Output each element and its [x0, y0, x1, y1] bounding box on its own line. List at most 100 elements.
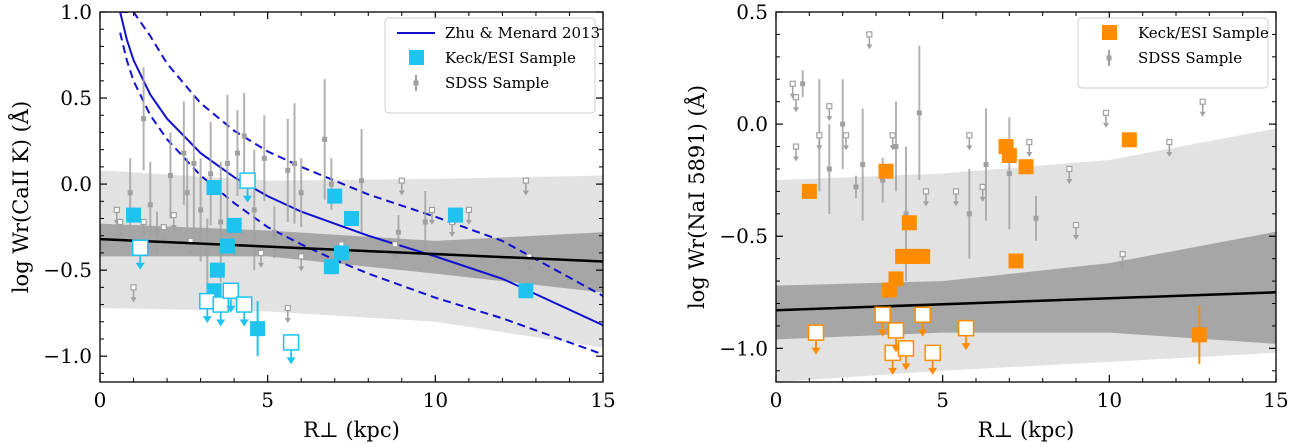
- sdss-limit-point: [952, 188, 960, 195]
- sdss-point: [198, 207, 204, 213]
- sdss-point: [359, 178, 365, 184]
- legend-box: [1077, 17, 1269, 89]
- keck-limit-arrow-head: [243, 195, 253, 203]
- sdss-limit-arrow-head: [140, 231, 147, 237]
- keck-limit-arrow-head: [135, 262, 145, 270]
- keck-point: [801, 183, 817, 199]
- sdss-limit-arrow-head: [465, 219, 472, 225]
- sdss-limit-point: [1072, 221, 1080, 229]
- sdss-point: [208, 171, 214, 177]
- keck-point: [344, 211, 359, 227]
- y-tick-label: 0.5: [60, 86, 92, 110]
- y-tick-label: −0.5: [719, 224, 768, 248]
- sdss-point: [218, 219, 224, 225]
- keck-limit-arrow-head: [216, 319, 226, 327]
- plot-area: [776, 31, 1276, 382]
- sdss-limit-arrow-head: [160, 237, 167, 243]
- keck-limit-arrow-head: [878, 329, 888, 337]
- x-tick-label: 10: [423, 388, 448, 412]
- sdss-limit-point: [170, 211, 177, 219]
- sdss-limit-point: [298, 253, 305, 260]
- keck-limit-point: [957, 319, 975, 337]
- x-tick-label: 5: [261, 388, 274, 412]
- plot-frame: [775, 11, 1277, 383]
- legend-label-sdss: SDSS Sample: [445, 74, 549, 92]
- keck-point: [447, 207, 463, 223]
- sdss-limit-point: [816, 132, 823, 139]
- sdss-limit-point: [117, 218, 124, 226]
- sdss-point: [800, 81, 806, 87]
- sdss-limit-arrow-head: [1166, 152, 1173, 158]
- sdss-limit-arrow-head: [1026, 152, 1033, 158]
- sdss-limit-arrow-head: [1073, 235, 1079, 241]
- keck-limit-arrow-head: [928, 367, 938, 375]
- legend-sdss-swatch: [413, 80, 419, 86]
- sdss-limit-point: [789, 80, 796, 87]
- sdss-point: [916, 110, 922, 116]
- sdss-point: [860, 161, 866, 167]
- sdss-limit-arrow-head: [826, 116, 833, 122]
- sdss-limit-arrow-head: [816, 145, 823, 151]
- x-tick-label: 10: [1097, 388, 1122, 412]
- sdss-limit-point: [1199, 98, 1206, 105]
- fit-line: [100, 237, 603, 263]
- sdss-point: [261, 155, 267, 161]
- keck-point: [1001, 148, 1017, 164]
- sdss-limit-point: [398, 177, 405, 184]
- sdss-point: [880, 177, 886, 183]
- y-tick-label: 0.0: [60, 172, 92, 196]
- sdss-limit-arrow-head: [428, 219, 435, 225]
- sdss-point: [395, 229, 401, 235]
- sdss-limit-arrow-head: [257, 262, 264, 268]
- y-tick-label: 1.0: [60, 0, 92, 24]
- legend-keck-swatch: [1102, 25, 1117, 40]
- sdss-limit-arrow-head: [1103, 122, 1109, 128]
- sdss-point: [204, 250, 210, 256]
- sdss-limit-point: [140, 218, 147, 226]
- x-tick-label: 15: [590, 388, 615, 412]
- sdss-point: [1033, 215, 1039, 221]
- sdss-limit-point: [792, 94, 800, 101]
- keck-point: [888, 271, 904, 287]
- plot-frame: [99, 11, 604, 383]
- sdss-point: [893, 144, 899, 150]
- sdss-point: [322, 136, 328, 142]
- keck-point: [219, 238, 235, 254]
- x-tick-label: 0: [94, 388, 107, 412]
- keck-point: [250, 321, 266, 337]
- sdss-limit-point: [428, 206, 436, 214]
- sdss-limit-point: [522, 177, 529, 184]
- keck-limit-arrow-head: [901, 363, 911, 371]
- sdss-limit-arrow-head: [449, 231, 456, 237]
- sdss-point: [191, 160, 197, 166]
- keck-limit-point: [914, 306, 931, 323]
- sdss-limit-arrow-head: [392, 254, 399, 260]
- sdss-limit-point: [979, 183, 986, 191]
- keck-point: [878, 163, 894, 179]
- sdss-limit-arrow-head: [522, 190, 529, 196]
- sdss-limit-arrow-head: [284, 318, 291, 323]
- sdss-limit-arrow-head: [1199, 111, 1206, 117]
- sdss-limit-point: [257, 249, 265, 257]
- confidence-band-inner: [776, 231, 1276, 344]
- fit-line: [776, 291, 1276, 312]
- keck-limit-arrow-head: [239, 319, 249, 327]
- sdss-limit-arrow-head: [117, 231, 124, 237]
- keck-limit-point: [212, 296, 229, 313]
- y-axis-label: log Wr(NaI 5891) (Å): [684, 85, 709, 309]
- sdss-limit-arrow-head: [170, 225, 177, 231]
- keck-limit-point: [897, 340, 915, 357]
- keck-limit-arrow-head: [226, 305, 236, 313]
- sdss-limit-point: [1066, 165, 1073, 173]
- sdss-point: [271, 229, 277, 235]
- sdss-limit-arrow-head: [793, 156, 799, 162]
- keck-point: [901, 215, 917, 231]
- sdss-limit-arrow-head: [1119, 264, 1126, 270]
- sdss-point: [328, 181, 334, 187]
- keck-limit-arrow-head: [888, 367, 898, 375]
- legend-label-model: Zhu & Menard 2013: [445, 24, 600, 42]
- model-curve-upper: [120, 12, 603, 297]
- keck-limit-point: [282, 334, 300, 351]
- sdss-limit-point: [391, 241, 399, 248]
- keck-limit-point: [235, 296, 253, 313]
